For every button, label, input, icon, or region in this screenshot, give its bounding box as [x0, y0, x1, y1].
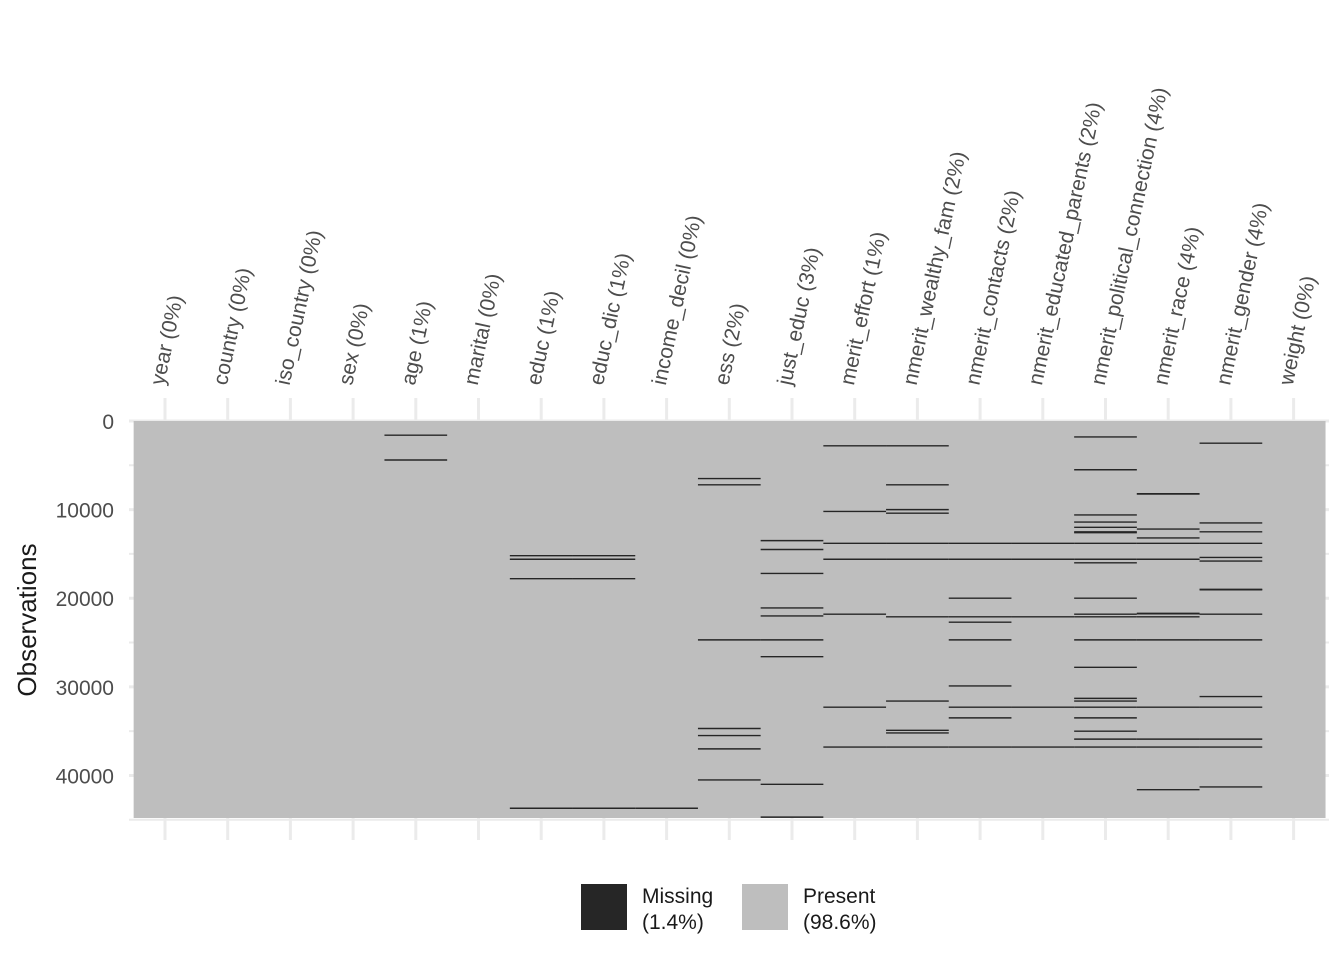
y-tick-label: 40000 — [56, 765, 114, 788]
present-tile — [760, 421, 824, 818]
present-tile — [823, 421, 887, 818]
column-label: nmerit_race (4%) — [1150, 225, 1206, 387]
y-tick-label: 20000 — [56, 588, 114, 611]
present-tile — [321, 421, 386, 818]
y-axis-title: Observations — [12, 543, 42, 696]
legend: Missing (1.4%) Present (98.6%) — [581, 884, 877, 934]
column-label: weight (0%) — [1275, 274, 1321, 388]
present-tile — [1011, 421, 1075, 818]
column-label: iso_country (0%) — [272, 228, 327, 387]
legend-missing-label: Missing — [642, 885, 713, 908]
column-label: income_decil (0%) — [648, 213, 706, 387]
legend-missing-swatch — [581, 884, 627, 930]
present-tile — [196, 421, 260, 818]
column-label: nmerit_wealthy_fam (2%) — [899, 149, 971, 387]
column-label: educ (1%) — [523, 289, 565, 387]
legend-missing-pct: (1.4%) — [642, 911, 704, 934]
column-label: merit_effort (1%) — [836, 230, 891, 387]
present-tiles — [133, 421, 1326, 818]
present-tile — [1136, 421, 1201, 818]
legend-present-pct: (98.6%) — [803, 911, 877, 934]
column-label: year (0%) — [146, 293, 187, 387]
y-tick-label: 0 — [102, 411, 114, 434]
y-tick-label: 10000 — [56, 500, 114, 523]
y-tick-label: 30000 — [56, 677, 114, 700]
column-label: educ_dic (1%) — [585, 251, 635, 387]
column-labels: year (0%) country (0%) iso_country (0%) sex… — [146, 85, 1320, 388]
column-label: ess (2%) — [711, 301, 751, 387]
column-label: just_educ (3%) — [773, 245, 825, 388]
missing-segments — [384, 434, 1263, 818]
column-label: marital (0%) — [460, 272, 506, 387]
present-tile — [509, 421, 574, 818]
present-tile — [886, 421, 950, 818]
present-tile — [948, 421, 1013, 818]
present-tile — [697, 421, 762, 818]
legend-present-label: Present — [803, 885, 876, 908]
present-tile — [635, 421, 699, 818]
present-tile — [572, 421, 636, 818]
present-tile — [447, 421, 511, 818]
present-tile — [384, 421, 448, 818]
present-tile — [1262, 421, 1326, 818]
present-tile — [259, 421, 323, 818]
present-tile — [1199, 421, 1263, 818]
present-tile — [1074, 421, 1138, 818]
legend-present-swatch — [742, 884, 788, 930]
present-tile — [133, 421, 197, 818]
column-label: country (0%) — [209, 266, 256, 387]
y-axis-ticks: 0 10000 20000 30000 40000 — [56, 411, 114, 788]
column-label: age (1%) — [397, 299, 437, 387]
column-label: nmerit_contacts (2%) — [961, 188, 1025, 387]
column-label: nmerit_gender (4%) — [1212, 201, 1273, 387]
column-label: sex (0%) — [334, 301, 374, 387]
